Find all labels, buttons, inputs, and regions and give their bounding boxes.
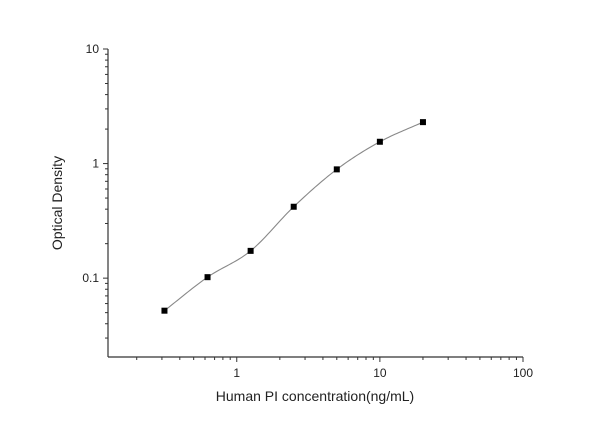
data-points — [161, 119, 426, 314]
axes: 1 10 100 0.1 1 10 — [82, 42, 533, 380]
y-tick-label: 0.1 — [82, 271, 99, 285]
data-point-marker — [376, 138, 383, 145]
fit-curve — [164, 121, 424, 312]
data-point-marker — [204, 274, 211, 281]
x-tick-label: 10 — [373, 366, 387, 380]
fit-curve-path — [164, 121, 424, 312]
y-tick-label: 1 — [92, 157, 99, 171]
data-point-marker — [161, 307, 168, 314]
data-point-marker — [290, 203, 297, 210]
data-point-marker — [419, 119, 426, 126]
data-point-marker — [333, 166, 340, 173]
x-tick-label: 1 — [233, 366, 240, 380]
data-point-marker — [247, 247, 254, 254]
y-tick-label: 10 — [86, 42, 100, 56]
x-axis-title: Human PI concentration(ng/mL) — [216, 388, 414, 404]
x-tick-label: 100 — [513, 366, 533, 380]
y-axis-title: Optical Density — [49, 156, 65, 250]
